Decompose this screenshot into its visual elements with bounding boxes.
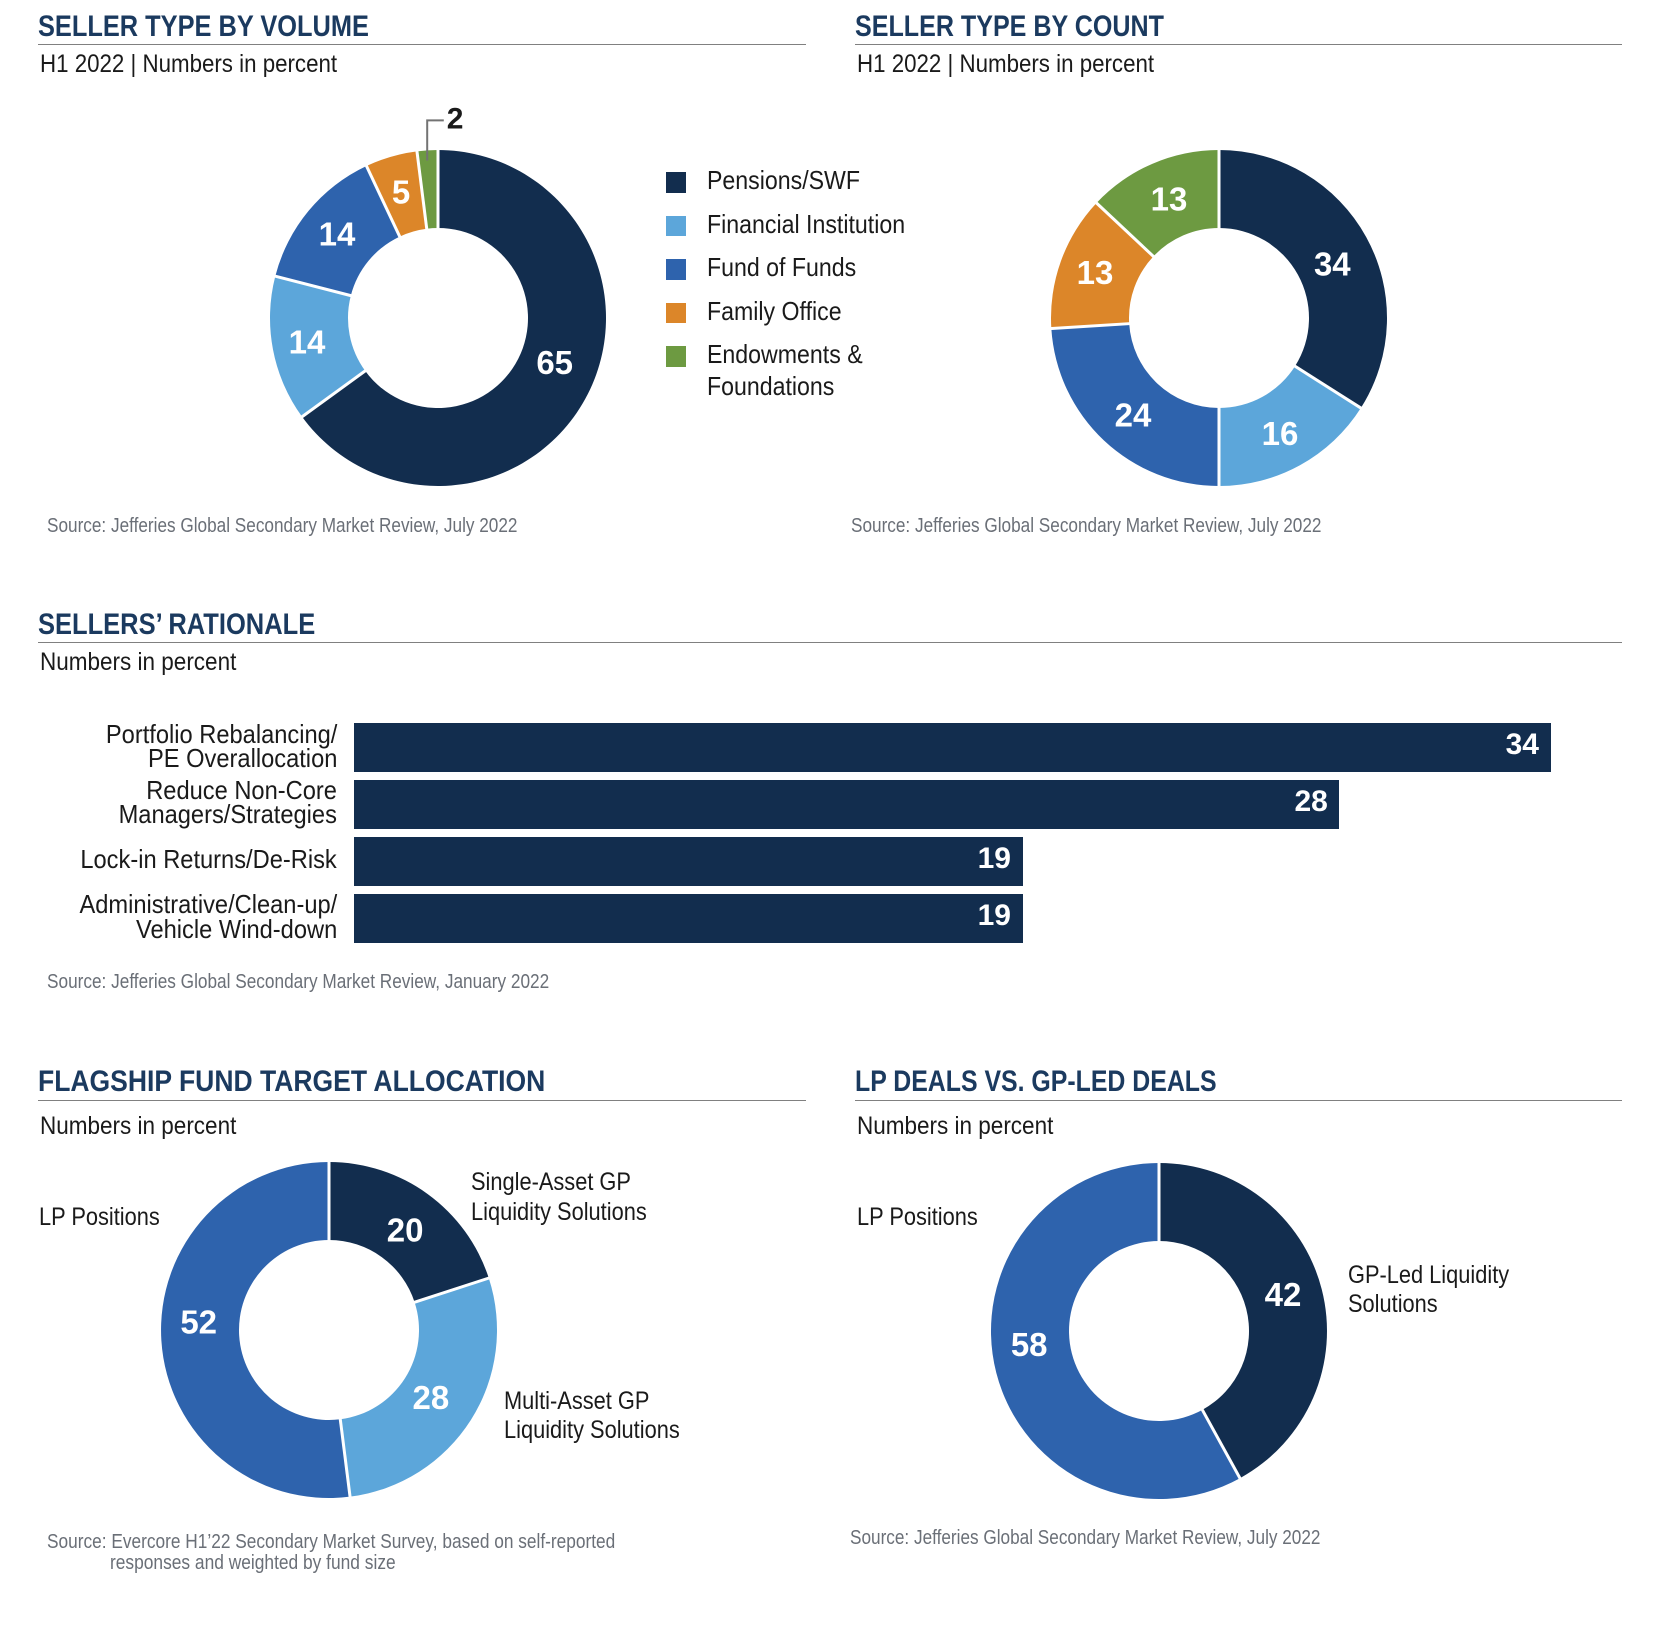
svg-text:2: 2 [447, 102, 464, 135]
svg-text:5: 5 [392, 173, 410, 210]
svg-text:14: 14 [289, 323, 326, 360]
svg-text:13: 13 [1077, 254, 1114, 291]
svg-text:14: 14 [319, 215, 356, 252]
svg-text:16: 16 [1262, 415, 1299, 452]
svg-text:65: 65 [536, 344, 573, 381]
svg-text:24: 24 [1115, 396, 1152, 433]
svg-text:28: 28 [413, 1379, 450, 1416]
svg-text:52: 52 [180, 1304, 217, 1341]
svg-text:58: 58 [1011, 1326, 1048, 1363]
svg-text:34: 34 [1314, 246, 1351, 283]
svg-text:13: 13 [1151, 180, 1188, 217]
svg-text:42: 42 [1265, 1276, 1302, 1313]
svg-text:20: 20 [387, 1212, 424, 1249]
